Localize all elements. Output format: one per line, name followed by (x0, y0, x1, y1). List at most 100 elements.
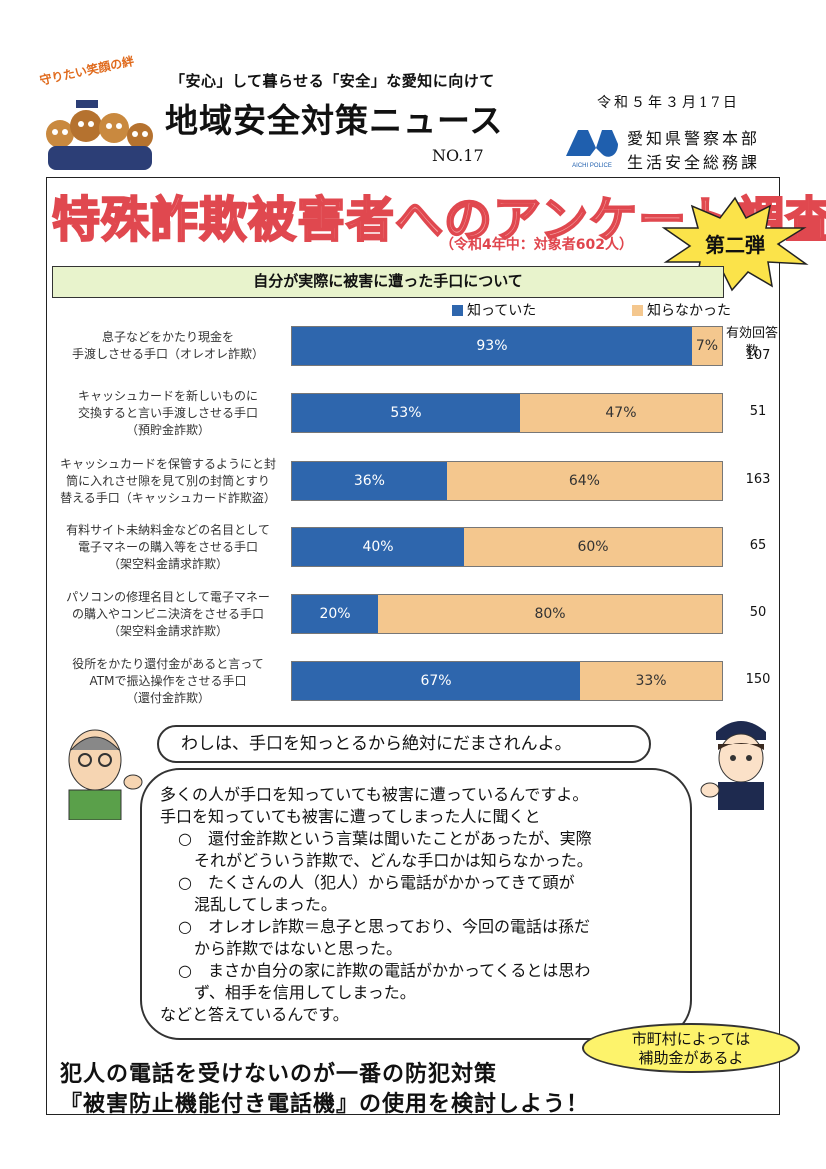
content-frame (46, 177, 780, 1115)
mascot-illustration (46, 100, 153, 170)
category-label: 息子などをかたり現金を手渡しさせる手口（オレオレ詐欺） (56, 329, 280, 363)
category-label-line: 手渡しさせる手口（オレオレ詐欺） (71, 347, 264, 361)
legend-label-knew: 知っていた (467, 303, 537, 319)
category-label-line: 替える手口（キャッシュカード詐欺盗） (60, 490, 276, 505)
category-label-line: の購入やコンビニ決済をさせる手口 (71, 606, 264, 621)
bar-segment-didnt-know: 33% (580, 662, 722, 700)
stacked-bar: 67% 33% (291, 661, 723, 701)
newsletter-title: 地域安全対策ニュース (165, 101, 504, 140)
legend-item-knew: 知っていた (452, 300, 536, 320)
newsletter-subtitle: 「安心」して暮らせる「安全」な愛知に向けて (170, 72, 495, 90)
elderly-man-illustration (68, 729, 143, 820)
bar-segment-knew: 67% (292, 662, 581, 700)
officer-speech-line: ○ たくさんの人（犯人）から電話がかかってきて頭が (178, 873, 575, 892)
section-title: 自分が実際に被害に遭った手口について (52, 266, 724, 298)
respondent-count: 50 (749, 605, 767, 620)
subsidy-line: 市町村によっては (631, 1030, 751, 1048)
data-label: 80% (534, 606, 566, 622)
category-label-line: 電子マネーの購入等をさせる手口 (77, 539, 258, 554)
respondents-header-line: 数 (745, 344, 759, 359)
data-label: 53% (390, 405, 422, 421)
issuer-name: 愛知県警察本部 (627, 129, 761, 148)
category-label-line: 役所をかたり還付金があると言って (72, 656, 264, 671)
stacked-bar: 53% 47% (291, 393, 723, 433)
bar-segment-knew: 40% (292, 528, 464, 566)
category-label: 有料サイト未納料金などの名目として 電子マネーの購入等をさせる手口 （架空料金請求詐… (56, 522, 280, 573)
category-label-line: 交換すると言い手渡しさせる手口 (77, 405, 258, 420)
legend-item-didnt-know: 知らなかった (632, 300, 731, 320)
category-label-line: （架空料金請求詐欺） (107, 556, 228, 571)
bar-segment-knew: 53% (292, 394, 520, 432)
respondent-count: 65 (749, 538, 767, 553)
officer-speech-line: などと答えているんです。 (160, 1005, 349, 1024)
category-label: キャッシュカードを保管するようにと封 筒に入れさせ隙を見て別の封筒とすり 替える手口… (56, 456, 280, 507)
category-label-line: パソコンの修理名目として電子マネー (66, 589, 270, 604)
data-label: 33% (635, 673, 667, 689)
officer-speech-line: ○ オレオレ詐欺＝息子と思っており、今回の電話は孫だ (178, 917, 591, 936)
data-label: 20% (319, 606, 351, 622)
data-label: 60% (577, 539, 609, 555)
logo-text: AICHI POLICE (572, 163, 612, 169)
stacked-bar: 20% 80% (291, 594, 723, 634)
police-officer-illustration (700, 721, 766, 810)
officer-speech-line: ○ まさか自分の家に詐欺の電話がかかってくるとは思わ (178, 961, 591, 980)
category-label-line: （預貯金詐欺） (125, 422, 210, 437)
badge-label: 第二弾 (705, 233, 765, 257)
category-label-line: ATMで振込操作をさせる手口 (89, 673, 247, 688)
bar-segment-didnt-know: 80% (378, 595, 722, 633)
data-label: 7% (695, 338, 719, 354)
legend-swatch-knew (452, 304, 463, 316)
legend-swatch-didnt-know (632, 304, 643, 316)
respondent-count: 107 (745, 348, 771, 363)
respondent-count: 150 (745, 672, 771, 687)
officer-speech-line: ず、相手を信用してしまった。 (178, 983, 416, 1002)
bar-segment-didnt-know: 7% (691, 327, 722, 365)
officer-speech-line: ○ 還付金詐欺という言葉は聞いたことがあったが、実際 (178, 829, 592, 848)
category-label-line: 息子などをかたり現金を (101, 330, 234, 344)
data-label: 67% (420, 673, 452, 689)
respondents-header: 有効回答 数 (726, 325, 778, 361)
bar-segment-knew: 93% (292, 327, 692, 365)
stacked-bar: 36% 64% (291, 461, 723, 501)
subsidy-callout: 市町村によっては 補助金があるよ (582, 1023, 800, 1073)
category-label-line: キャッシュカードを新しいものに (77, 388, 258, 403)
category-label: 役所をかたり還付金があると言って ATMで振込操作をさせる手口 （還付金詐欺） (56, 656, 280, 707)
elder-speech-bubble: わしは、手口を知っとるから絶対にだまされんよ。 (157, 725, 651, 763)
subsidy-line: 補助金があるよ (638, 1049, 744, 1067)
category-label-line: （架空料金請求詐欺） (107, 623, 228, 638)
officer-speech-line: 混乱してしまった。 (178, 895, 337, 914)
data-label: 64% (568, 473, 600, 489)
survey-scope: （令和4年中：対象者602人） (440, 237, 633, 253)
officer-speech-text: 多くの人が手口を知っていても被害に遭っているんですよ。 手口を知っていても被害に遭… (142, 770, 690, 1026)
category-label-line: キャッシュカードを保管するようにと封 (59, 456, 276, 471)
officer-speech-line: それがどういう詐欺で、どんな手口かは知らなかった。 (178, 851, 593, 870)
respondent-count: 163 (745, 472, 771, 487)
officer-speech-line: から詐欺ではないと思った。 (178, 939, 403, 958)
issue-number: NO.17 (432, 146, 484, 165)
data-label: 47% (605, 405, 637, 421)
stacked-bar: 93% 7% (291, 326, 723, 366)
bar-segment-didnt-know: 64% (446, 462, 722, 500)
category-label-line: 筒に入れさせ隙を見て別の封筒とすり (66, 473, 270, 488)
bar-segment-didnt-know: 60% (464, 528, 722, 566)
stacked-bar: 40% 60% (291, 527, 723, 567)
category-label: キャッシュカードを新しいものに 交換すると言い手渡しさせる手口 （預貯金詐欺） (56, 388, 280, 439)
data-label: 93% (476, 338, 508, 354)
bar-segment-didnt-know: 47% (519, 394, 722, 432)
officer-speech-line: 手口を知っていても被害に遭ってしまった人に聞くと (160, 807, 541, 826)
officer-speech-bubble: 多くの人が手口を知っていても被害に遭っているんですよ。 手口を知っていても被害に遭… (140, 768, 692, 1040)
legend-label-didnt-know: 知らなかった (647, 303, 731, 319)
data-label: 40% (362, 539, 394, 555)
category-label-line: （還付金詐欺） (125, 690, 210, 705)
bar-segment-knew: 36% (292, 462, 447, 500)
respondents-header-line: 有効回答 (726, 326, 779, 341)
data-label: 36% (353, 473, 385, 489)
officer-speech-line: 多くの人が手口を知っていても被害に遭っているんですよ。 (160, 785, 589, 804)
category-label-line: 有料サイト未納料金などの名目として (66, 522, 270, 537)
issue-date: 令和５年３月17日 (597, 95, 740, 111)
aichi-police-logo: AICHI POLICE (566, 130, 618, 169)
issuer-division: 生活安全総務課 (627, 153, 761, 172)
category-label: パソコンの修理名目として電子マネー の購入やコンビニ決済をさせる手口 （架空料金請求… (56, 589, 280, 640)
footer-slogan: 犯人の電話を受けないのが一番の防犯対策 (60, 1062, 498, 1087)
footer-call-to-action: 『被害防止機能付き電話機』の使用を検討しよう！ (60, 1092, 590, 1117)
